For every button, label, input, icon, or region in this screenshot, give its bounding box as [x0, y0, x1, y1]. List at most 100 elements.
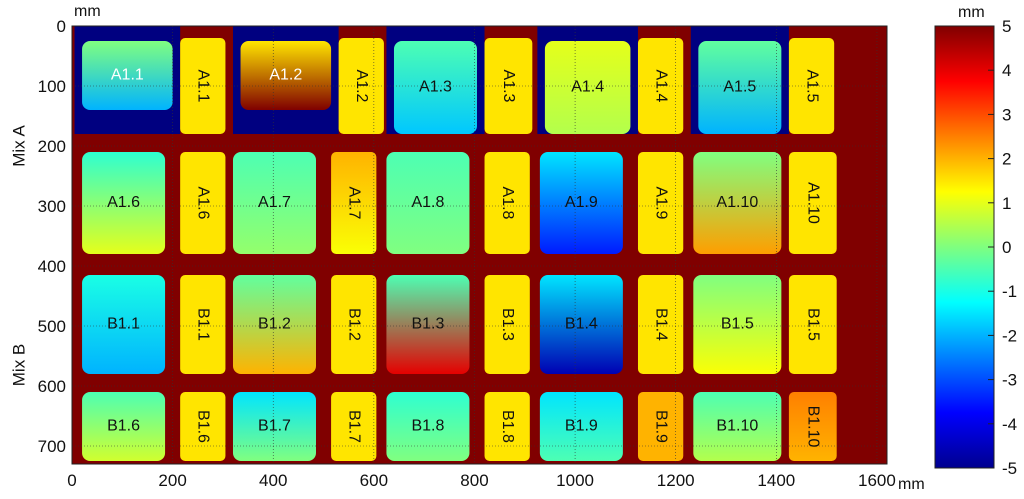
- x-tick-label: 1000: [556, 471, 594, 490]
- panel-label: A1.6: [195, 187, 212, 220]
- panel-label: B1.9: [565, 418, 598, 435]
- panel-label: A1.4: [571, 79, 604, 96]
- colorbar: [934, 25, 995, 469]
- x-tick-label: 200: [158, 471, 186, 490]
- panel-label: B1.4: [652, 308, 669, 341]
- panel-label: B1.3: [411, 316, 444, 333]
- colorbar-ticks: 5 4 3 2 1 0 -1 -2 -3 -4 -5: [988, 17, 1017, 478]
- colorbar-tick-label: -1: [1002, 282, 1017, 301]
- specimen-panel-B1-8: [386, 392, 470, 461]
- strip-panel-B1-1: [180, 275, 226, 374]
- panel-label: B1.5: [805, 308, 822, 341]
- x-tick-label: 600: [360, 471, 388, 490]
- y-tick-label: 400: [38, 257, 66, 276]
- panel-label: B1.4: [565, 316, 598, 333]
- specimen-panel-B1-2: [232, 275, 316, 374]
- strip-panel-A1-2: [338, 38, 384, 134]
- panel-label: B1.1: [195, 308, 212, 341]
- row-group-label: Mix B: [9, 344, 28, 387]
- colorbar-tick-label: 3: [1002, 105, 1011, 124]
- panel-label: A1.4: [652, 70, 669, 103]
- specimen-panel-A1-6: [82, 152, 166, 254]
- panel-label: A1.2: [353, 70, 370, 103]
- specimen-panel-B1-7: [232, 392, 316, 461]
- panel-label-layer: A1.1 A1.1 A1.2 A1.2 A1.3 A1.3 A1.4 A1.4 A1.5 A1.5…: [107, 67, 821, 448]
- specimen-panel-A1-2: [240, 41, 332, 110]
- specimen-panel-B1-10: [693, 392, 782, 461]
- strip-panel-B1-2: [331, 275, 377, 374]
- y-unit-label: mm: [74, 3, 101, 20]
- panel-label: A1.1: [111, 67, 144, 84]
- specimen-panel-A1-1: [82, 41, 173, 110]
- x-tick-label: 0: [67, 471, 76, 490]
- panel-label: A1.5: [803, 70, 820, 103]
- x-tick-label: 1400: [757, 471, 795, 490]
- x-tick-label: 1200: [657, 471, 695, 490]
- specimen-panel-B1-1: [82, 275, 166, 374]
- panel-label: A1.6: [107, 194, 140, 211]
- panel-label: B1.9: [652, 410, 669, 443]
- y-axis-ticks: 0 100 200 300 400 500 600 700: [38, 17, 66, 456]
- colorbar-tick-label: -4: [1002, 415, 1017, 434]
- colorbar-tick-label: -3: [1002, 371, 1017, 390]
- grid-layer: [72, 26, 887, 464]
- panel-label: A1.10: [805, 182, 822, 224]
- strip-panel-B1-10: [788, 392, 837, 461]
- y-tick-label: 100: [38, 77, 66, 96]
- strip-panel-A1-3: [484, 38, 533, 134]
- row-group-labels: Mix A Mix B: [9, 125, 28, 387]
- row-group-label: Mix A: [9, 125, 28, 167]
- panel-label: A1.10: [716, 194, 758, 211]
- colorbar-tick-label: -2: [1002, 326, 1017, 345]
- panel-label: B1.6: [107, 418, 140, 435]
- x-tick-label: 800: [460, 471, 488, 490]
- strip-panel-B1-4: [637, 275, 684, 374]
- strip-panel-B1-9: [637, 392, 684, 461]
- specimen-panel-A1-7: [232, 152, 316, 254]
- colorbar-tick-label: 0: [1002, 238, 1011, 257]
- panel-label: B1.10: [805, 406, 822, 448]
- panel-label: B1.5: [721, 316, 754, 333]
- y-tick-label: 700: [38, 437, 66, 456]
- specimen-panel-A1-5: [698, 41, 782, 134]
- plot-frame: [71, 25, 888, 465]
- panel-label: A1.1: [195, 70, 212, 103]
- panel-label: A1.5: [723, 79, 756, 96]
- strip-panel-B1-5: [788, 275, 837, 374]
- specimen-panel-A1-4: [544, 41, 631, 134]
- panel-label: B1.8: [411, 418, 444, 435]
- x-axis-ticks: 0 200 400 600 800 1000 1200 1400 1600: [67, 471, 896, 490]
- strip-panel-B1-8: [484, 392, 530, 461]
- panel-label: A1.7: [258, 194, 291, 211]
- strip-panel-A1-8: [484, 152, 530, 254]
- strip-panel-A1-6: [180, 152, 226, 254]
- panel-label: A1.2: [269, 67, 302, 84]
- specimen-panel-B1-4: [539, 275, 623, 374]
- panel-label: A1.8: [499, 187, 516, 220]
- panel-label: A1.3: [500, 70, 517, 103]
- panel-label: B1.10: [716, 418, 758, 435]
- panel-label: B1.7: [258, 418, 291, 435]
- specimen-panel-A1-10: [693, 152, 782, 254]
- x-tick-label: 400: [259, 471, 287, 490]
- panel-label: B1.2: [258, 316, 291, 333]
- colorbar-tick-label: 5: [1002, 17, 1011, 36]
- strip-panel-A1-1: [180, 38, 226, 134]
- panel-label: B1.7: [345, 410, 362, 443]
- strip-panel-B1-7: [331, 392, 377, 461]
- x-tick-label: 1600: [858, 471, 896, 490]
- specimen-panel-A1-8: [386, 152, 470, 254]
- strip-panel-B1-6: [180, 392, 226, 461]
- panel-label: A1.3: [419, 79, 452, 96]
- strip-panel-A1-7: [331, 152, 377, 254]
- panel-label: B1.6: [195, 410, 212, 443]
- panel-label: B1.1: [107, 316, 140, 333]
- specimen-panel-B1-5: [693, 275, 782, 374]
- specimen-panel-A1-3: [393, 41, 477, 134]
- y-tick-label: 0: [57, 17, 66, 36]
- colorbar-unit-label: mm: [958, 4, 985, 21]
- strip-panel-A1-9: [637, 152, 684, 254]
- y-tick-label: 600: [38, 377, 66, 396]
- panel-layer: [74, 26, 837, 461]
